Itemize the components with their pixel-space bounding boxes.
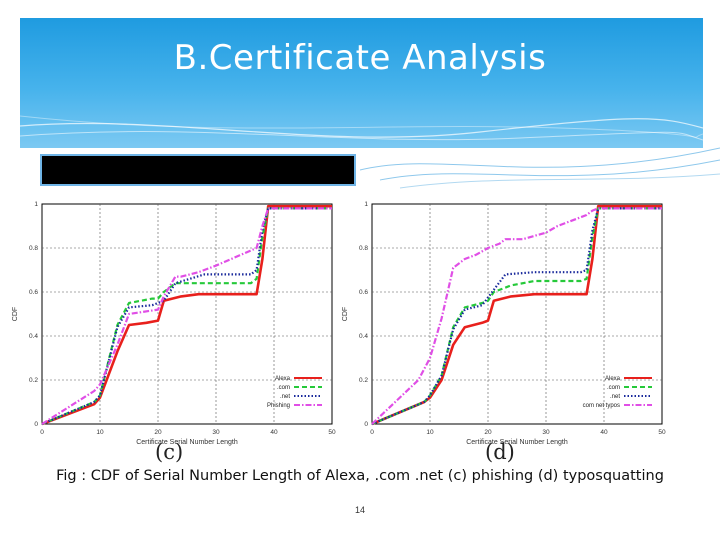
series-line-alexa	[41, 204, 332, 426]
slide-title: B.Certificate Analysis	[173, 38, 547, 78]
x-tick-label: 10	[426, 429, 434, 436]
legend-label: .net	[280, 394, 290, 400]
y-tick-label: 0.2	[29, 377, 38, 384]
slide-wave-decoration	[359, 147, 720, 189]
legend-label: .com	[607, 385, 620, 391]
banner-wave-decoration	[20, 115, 703, 141]
x-tick-label: 10	[96, 429, 104, 436]
x-tick-label: 20	[154, 429, 162, 436]
plot-frame	[41, 203, 333, 425]
y-tick-label: 0.4	[29, 333, 38, 340]
legend-label: com net typos	[583, 403, 620, 409]
y-tick-label: 0.4	[359, 333, 368, 340]
y-tick-label: 0.8	[29, 245, 38, 252]
series-line-phishing	[41, 207, 332, 425]
x-tick-label: 30	[542, 429, 550, 436]
series-line-net	[41, 207, 332, 426]
x-tick-label: 20	[484, 429, 492, 436]
title-banner	[20, 18, 703, 148]
legend-label: Alexa	[605, 376, 621, 382]
plot-frame	[371, 203, 663, 425]
y-tick-label: 0	[34, 421, 38, 428]
page-number: 14	[354, 505, 365, 515]
y-tick-label: 0.6	[29, 289, 38, 296]
y-tick-label: 0.2	[359, 377, 368, 384]
cdf-chart-typosquatting: 0 10 20 30 40 50 0 0.2 0.4 0.6 0.8 1 Certificate Ser…	[342, 201, 666, 446]
x-tick-label: 40	[270, 429, 278, 436]
y-tick-label: 0.6	[359, 289, 368, 296]
series-line-com	[371, 207, 662, 426]
redacted-bar	[42, 156, 354, 184]
cdf-chart-phishing: 0 10 20 30 40 50 0 0.2 0.4 0.6 0.8 1 Certificate Ser…	[12, 201, 336, 446]
x-tick-label: 40	[600, 429, 608, 436]
series-line-alexa	[371, 204, 662, 426]
y-tick-label: 0	[364, 421, 368, 428]
x-tick-label: 0	[370, 429, 374, 436]
x-tick-label: 30	[212, 429, 220, 436]
y-tick-label: 0.8	[359, 245, 368, 252]
x-tick-label: 50	[658, 429, 666, 436]
legend-label: .net	[610, 394, 620, 400]
series-line-net	[371, 207, 662, 426]
y-tick-label: 1	[34, 201, 38, 208]
legend-label: Phishing	[267, 403, 290, 409]
y-tick-label: 1	[364, 201, 368, 208]
panel-label-c: (c)	[155, 440, 184, 464]
x-tick-label: 0	[40, 429, 44, 436]
x-tick-label: 50	[328, 429, 336, 436]
y-axis-label: CDF	[12, 307, 19, 321]
y-axis-label: CDF	[342, 307, 349, 321]
legend-label: Alexa	[275, 376, 291, 382]
legend-label: .com	[277, 385, 290, 391]
panel-label-d: (d)	[485, 440, 515, 464]
x-axis-label: Certificate Serial Number Length	[136, 439, 238, 446]
figure-caption: Fig : CDF of Serial Number Length of Ale…	[56, 468, 664, 484]
series-line-com-net-typos	[371, 207, 662, 425]
x-axis-label: Certificate Serial Number Length	[466, 439, 568, 446]
